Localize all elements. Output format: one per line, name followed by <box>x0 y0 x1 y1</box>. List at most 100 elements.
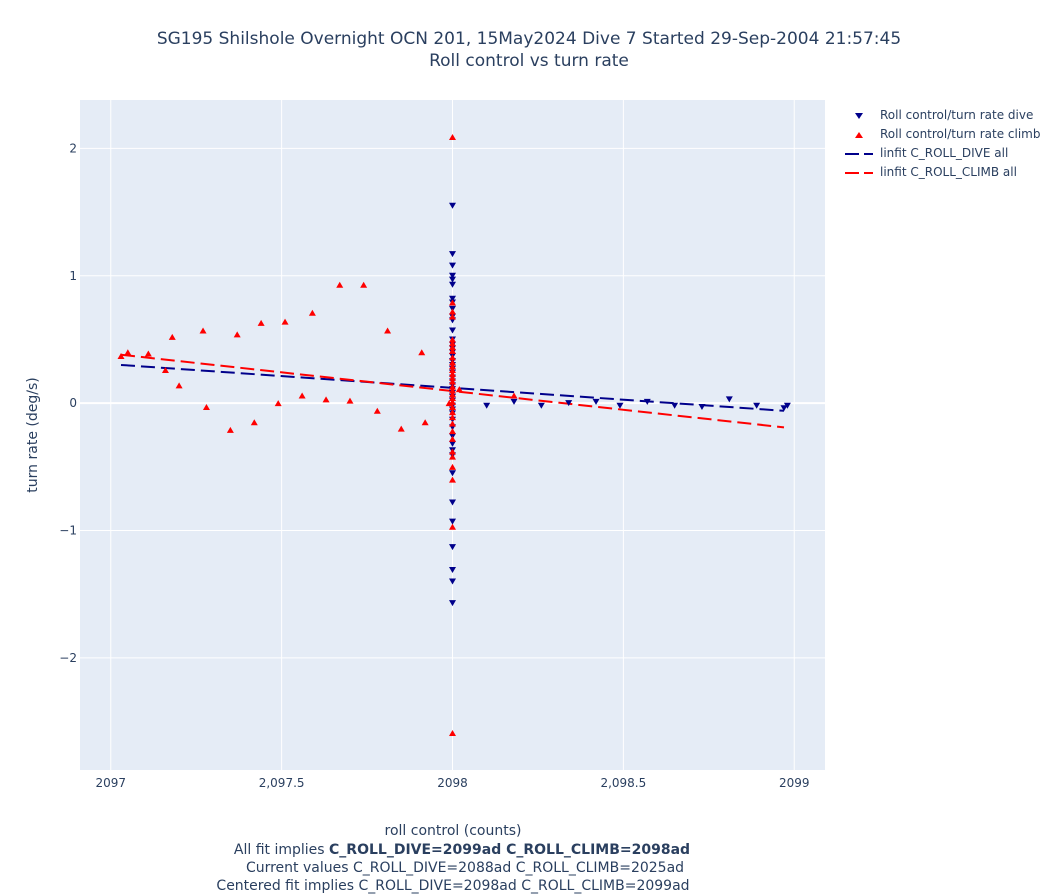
climb-point <box>449 398 456 405</box>
climb-point <box>373 407 381 414</box>
climb-point <box>397 425 405 432</box>
dive-point <box>725 396 733 403</box>
climb-point <box>449 387 456 394</box>
climb-point <box>449 453 456 460</box>
climb-point <box>449 476 456 483</box>
dive-point <box>449 518 456 525</box>
y-tick-label: 0 <box>69 396 77 410</box>
x-tick-label: 2,098.5 <box>600 776 646 790</box>
y-tick-label: 1 <box>69 269 77 283</box>
climb-point <box>455 386 463 393</box>
climb-point <box>449 448 456 455</box>
y-tick-label: −2 <box>59 651 77 665</box>
climb-point <box>449 299 456 306</box>
climb-point <box>257 319 265 326</box>
climb-point <box>449 359 456 366</box>
climb-point <box>250 419 258 426</box>
climb-point <box>346 397 354 404</box>
x-tick-label: 2098 <box>437 776 468 790</box>
dive-point <box>449 470 456 477</box>
climb-point <box>449 383 456 390</box>
climb-point <box>449 395 456 402</box>
dive-point <box>510 398 518 405</box>
legend-label-climb-fit: linfit C_ROLL_CLIMB all <box>880 165 1017 179</box>
dive-point <box>449 281 456 288</box>
dive-point <box>449 567 456 574</box>
climb-point <box>449 308 456 315</box>
fit-note-current: Current values C_ROLL_DIVE=2088ad C_ROLL… <box>245 860 685 876</box>
climb-point <box>449 370 456 377</box>
climb-point <box>449 523 456 530</box>
y-tick-label: −1 <box>59 524 77 538</box>
climb-point <box>168 333 176 340</box>
triangle-down-marker-icon <box>855 113 863 119</box>
climb-point <box>449 463 456 470</box>
climb-point <box>449 367 456 374</box>
climb-point <box>449 344 456 351</box>
legend-label-dive-fit: linfit C_ROLL_DIVE all <box>880 146 1009 160</box>
climb-point <box>298 392 306 399</box>
climb-point <box>449 391 456 398</box>
climb-point <box>202 403 210 410</box>
dive-point <box>643 398 651 405</box>
dive-point <box>449 440 456 447</box>
climb-point <box>175 382 183 389</box>
climb-point <box>336 281 344 288</box>
climb-point <box>281 318 289 325</box>
climb-point <box>449 420 456 427</box>
dashed-line-icon <box>845 172 873 174</box>
chart-title: SG195 Shilshole Overnight OCN 201, 15May… <box>156 29 902 49</box>
climb-point <box>449 336 456 343</box>
x-tick-label: 2099 <box>779 776 810 790</box>
climb-point <box>421 419 429 426</box>
climb-point <box>360 281 368 288</box>
climb-point <box>510 392 518 399</box>
dive-point <box>780 405 788 412</box>
triangle-up-marker-icon <box>855 132 863 138</box>
dive-point <box>449 327 456 334</box>
climb-point <box>449 340 456 347</box>
dive-point <box>449 295 456 302</box>
climb-point <box>233 331 241 338</box>
dive-point <box>537 402 545 409</box>
legend-label-dive: Roll control/turn rate dive <box>880 108 1034 122</box>
dive-point <box>449 544 456 551</box>
climb-point <box>449 378 456 385</box>
climb-point <box>117 353 125 360</box>
dive-point <box>616 402 624 409</box>
y-axis-label: turn rate (deg/s) <box>25 377 41 492</box>
dashed-line-icon <box>845 153 873 155</box>
legend-label-climb: Roll control/turn rate climb <box>880 127 1041 141</box>
x-axis-label: roll control (counts) <box>384 823 522 839</box>
climb-point <box>124 349 132 356</box>
climb-point <box>449 313 456 320</box>
dive-point <box>592 398 600 405</box>
climb-point <box>449 374 456 381</box>
chart-subtitle: Roll control vs turn rate <box>429 51 629 71</box>
fit-note-all-prefix: All fit implies <box>233 842 330 858</box>
x-tick-label: 2,097.5 <box>259 776 305 790</box>
fit-note-all-values: C_ROLL_DIVE=2099ad C_ROLL_CLIMB=2098ad <box>329 842 691 858</box>
climb-point <box>308 309 316 316</box>
dive-point <box>783 402 791 409</box>
climb-point <box>449 414 456 421</box>
dive-point <box>483 402 491 409</box>
fit-note-all: All fit implies C_ROLL_DIVE=2099ad C_ROL… <box>0 842 924 858</box>
climb-point <box>322 396 330 403</box>
dive-point <box>449 578 456 585</box>
climb-point <box>449 409 456 416</box>
climb-point <box>144 350 152 357</box>
dive-point <box>698 403 706 410</box>
climb-point <box>449 354 456 361</box>
climb-point <box>449 403 456 410</box>
climb-point <box>161 367 169 374</box>
climb-point <box>449 363 456 370</box>
dive-point <box>671 402 679 409</box>
climb-point <box>449 435 456 442</box>
dive-point <box>449 499 456 506</box>
y-tick-label: 2 <box>69 141 77 155</box>
x-tick-label: 2097 <box>95 776 126 790</box>
dive-point <box>449 251 456 258</box>
climb-point <box>226 426 234 433</box>
